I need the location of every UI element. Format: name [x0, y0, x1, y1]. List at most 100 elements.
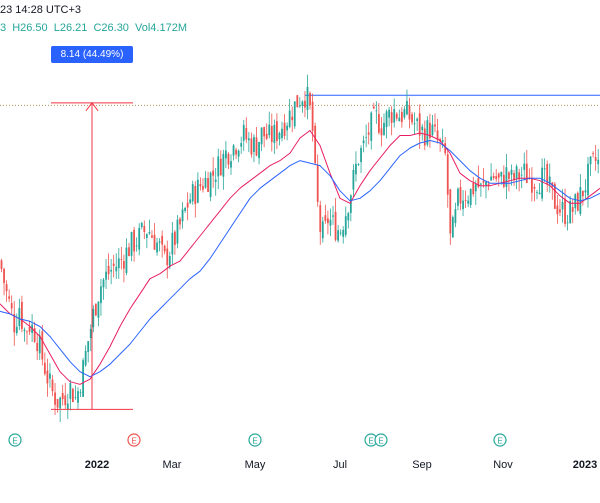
- candle: [196, 172, 199, 204]
- candle: [207, 171, 209, 193]
- candle: [240, 136, 243, 154]
- candle: [227, 152, 230, 169]
- volume-value: Vol4.172M: [135, 22, 187, 34]
- candle: [413, 112, 416, 135]
- candle: [472, 176, 475, 197]
- candle: [235, 147, 237, 160]
- candle: [276, 113, 278, 150]
- candle: [258, 141, 260, 165]
- candle: [339, 229, 342, 236]
- candle: [518, 168, 521, 192]
- candle: [138, 223, 141, 256]
- candle: [395, 112, 398, 121]
- earnings-marker-label: E: [252, 437, 257, 446]
- candle: [66, 393, 69, 420]
- candle: [423, 120, 426, 151]
- candle: [145, 233, 148, 249]
- candle: [64, 383, 67, 409]
- candle: [204, 171, 207, 189]
- candle: [342, 226, 345, 244]
- price-range-measure[interactable]: [51, 101, 133, 410]
- candle: [278, 131, 281, 146]
- candle: [531, 167, 533, 202]
- candle: [222, 149, 225, 190]
- candle: [439, 137, 441, 152]
- candle: [135, 237, 138, 252]
- candle: [523, 152, 526, 181]
- candle: [82, 357, 84, 397]
- candle: [344, 206, 347, 238]
- candle: [87, 341, 90, 363]
- candle: [253, 134, 255, 163]
- high-value: H26.50: [12, 22, 48, 34]
- candle: [375, 101, 378, 124]
- candle: [301, 100, 304, 113]
- candle: [469, 188, 472, 209]
- candle: [41, 325, 44, 366]
- candle: [161, 230, 164, 258]
- candle: [69, 379, 72, 411]
- candle: [316, 154, 319, 207]
- candle: [3, 267, 5, 296]
- candle: [5, 280, 8, 302]
- candle: [390, 106, 393, 136]
- earnings-marker-icon[interactable]: E: [374, 433, 388, 447]
- close-value: C26.30: [93, 22, 129, 34]
- low-value: L26.21: [53, 22, 88, 34]
- candle: [110, 258, 113, 285]
- candle: [403, 106, 406, 120]
- candle: [255, 127, 258, 157]
- candles-layer: [0, 74, 600, 423]
- x-tick-label: Sep: [412, 459, 432, 471]
- candle: [446, 147, 449, 208]
- candle: [408, 97, 411, 129]
- candle: [360, 145, 362, 173]
- candle: [571, 198, 574, 224]
- candle: [533, 183, 536, 202]
- candle: [525, 149, 528, 184]
- candle: [143, 220, 146, 240]
- earnings-marker-icon[interactable]: E: [8, 433, 22, 447]
- candle: [77, 387, 79, 410]
- candle: [398, 109, 401, 122]
- candle: [33, 321, 36, 344]
- candle: [270, 113, 273, 152]
- earnings-marker-label: E: [378, 437, 383, 446]
- candle: [171, 221, 174, 265]
- candle: [209, 171, 212, 202]
- candle: [589, 156, 592, 177]
- candle: [123, 254, 125, 283]
- candle: [597, 149, 600, 174]
- earnings-marker-icon[interactable]: E: [493, 433, 507, 447]
- candle: [281, 121, 283, 142]
- candle: [148, 219, 151, 235]
- candle: [263, 126, 266, 148]
- candle: [0, 258, 3, 273]
- candle: [186, 192, 189, 221]
- candle: [298, 97, 301, 108]
- candle: [480, 182, 482, 197]
- candle: [156, 237, 158, 256]
- candle: [245, 117, 248, 143]
- candle: [418, 104, 421, 149]
- candle: [467, 195, 470, 208]
- candle: [46, 358, 49, 397]
- candle: [232, 144, 235, 161]
- earnings-marker-icon[interactable]: E: [127, 433, 141, 447]
- candle: [214, 167, 217, 196]
- candle: [490, 163, 492, 181]
- candle: [247, 132, 250, 153]
- earnings-marker-icon[interactable]: E: [248, 433, 262, 447]
- candle: [74, 385, 77, 400]
- candle: [347, 211, 350, 229]
- candle: [217, 148, 220, 190]
- candle: [561, 189, 564, 223]
- candle: [219, 150, 222, 176]
- earnings-marker-icon[interactable]: E: [364, 433, 378, 447]
- candle: [97, 301, 100, 327]
- candle: [18, 298, 21, 331]
- candle: [332, 205, 334, 225]
- open-value: 3: [0, 22, 7, 34]
